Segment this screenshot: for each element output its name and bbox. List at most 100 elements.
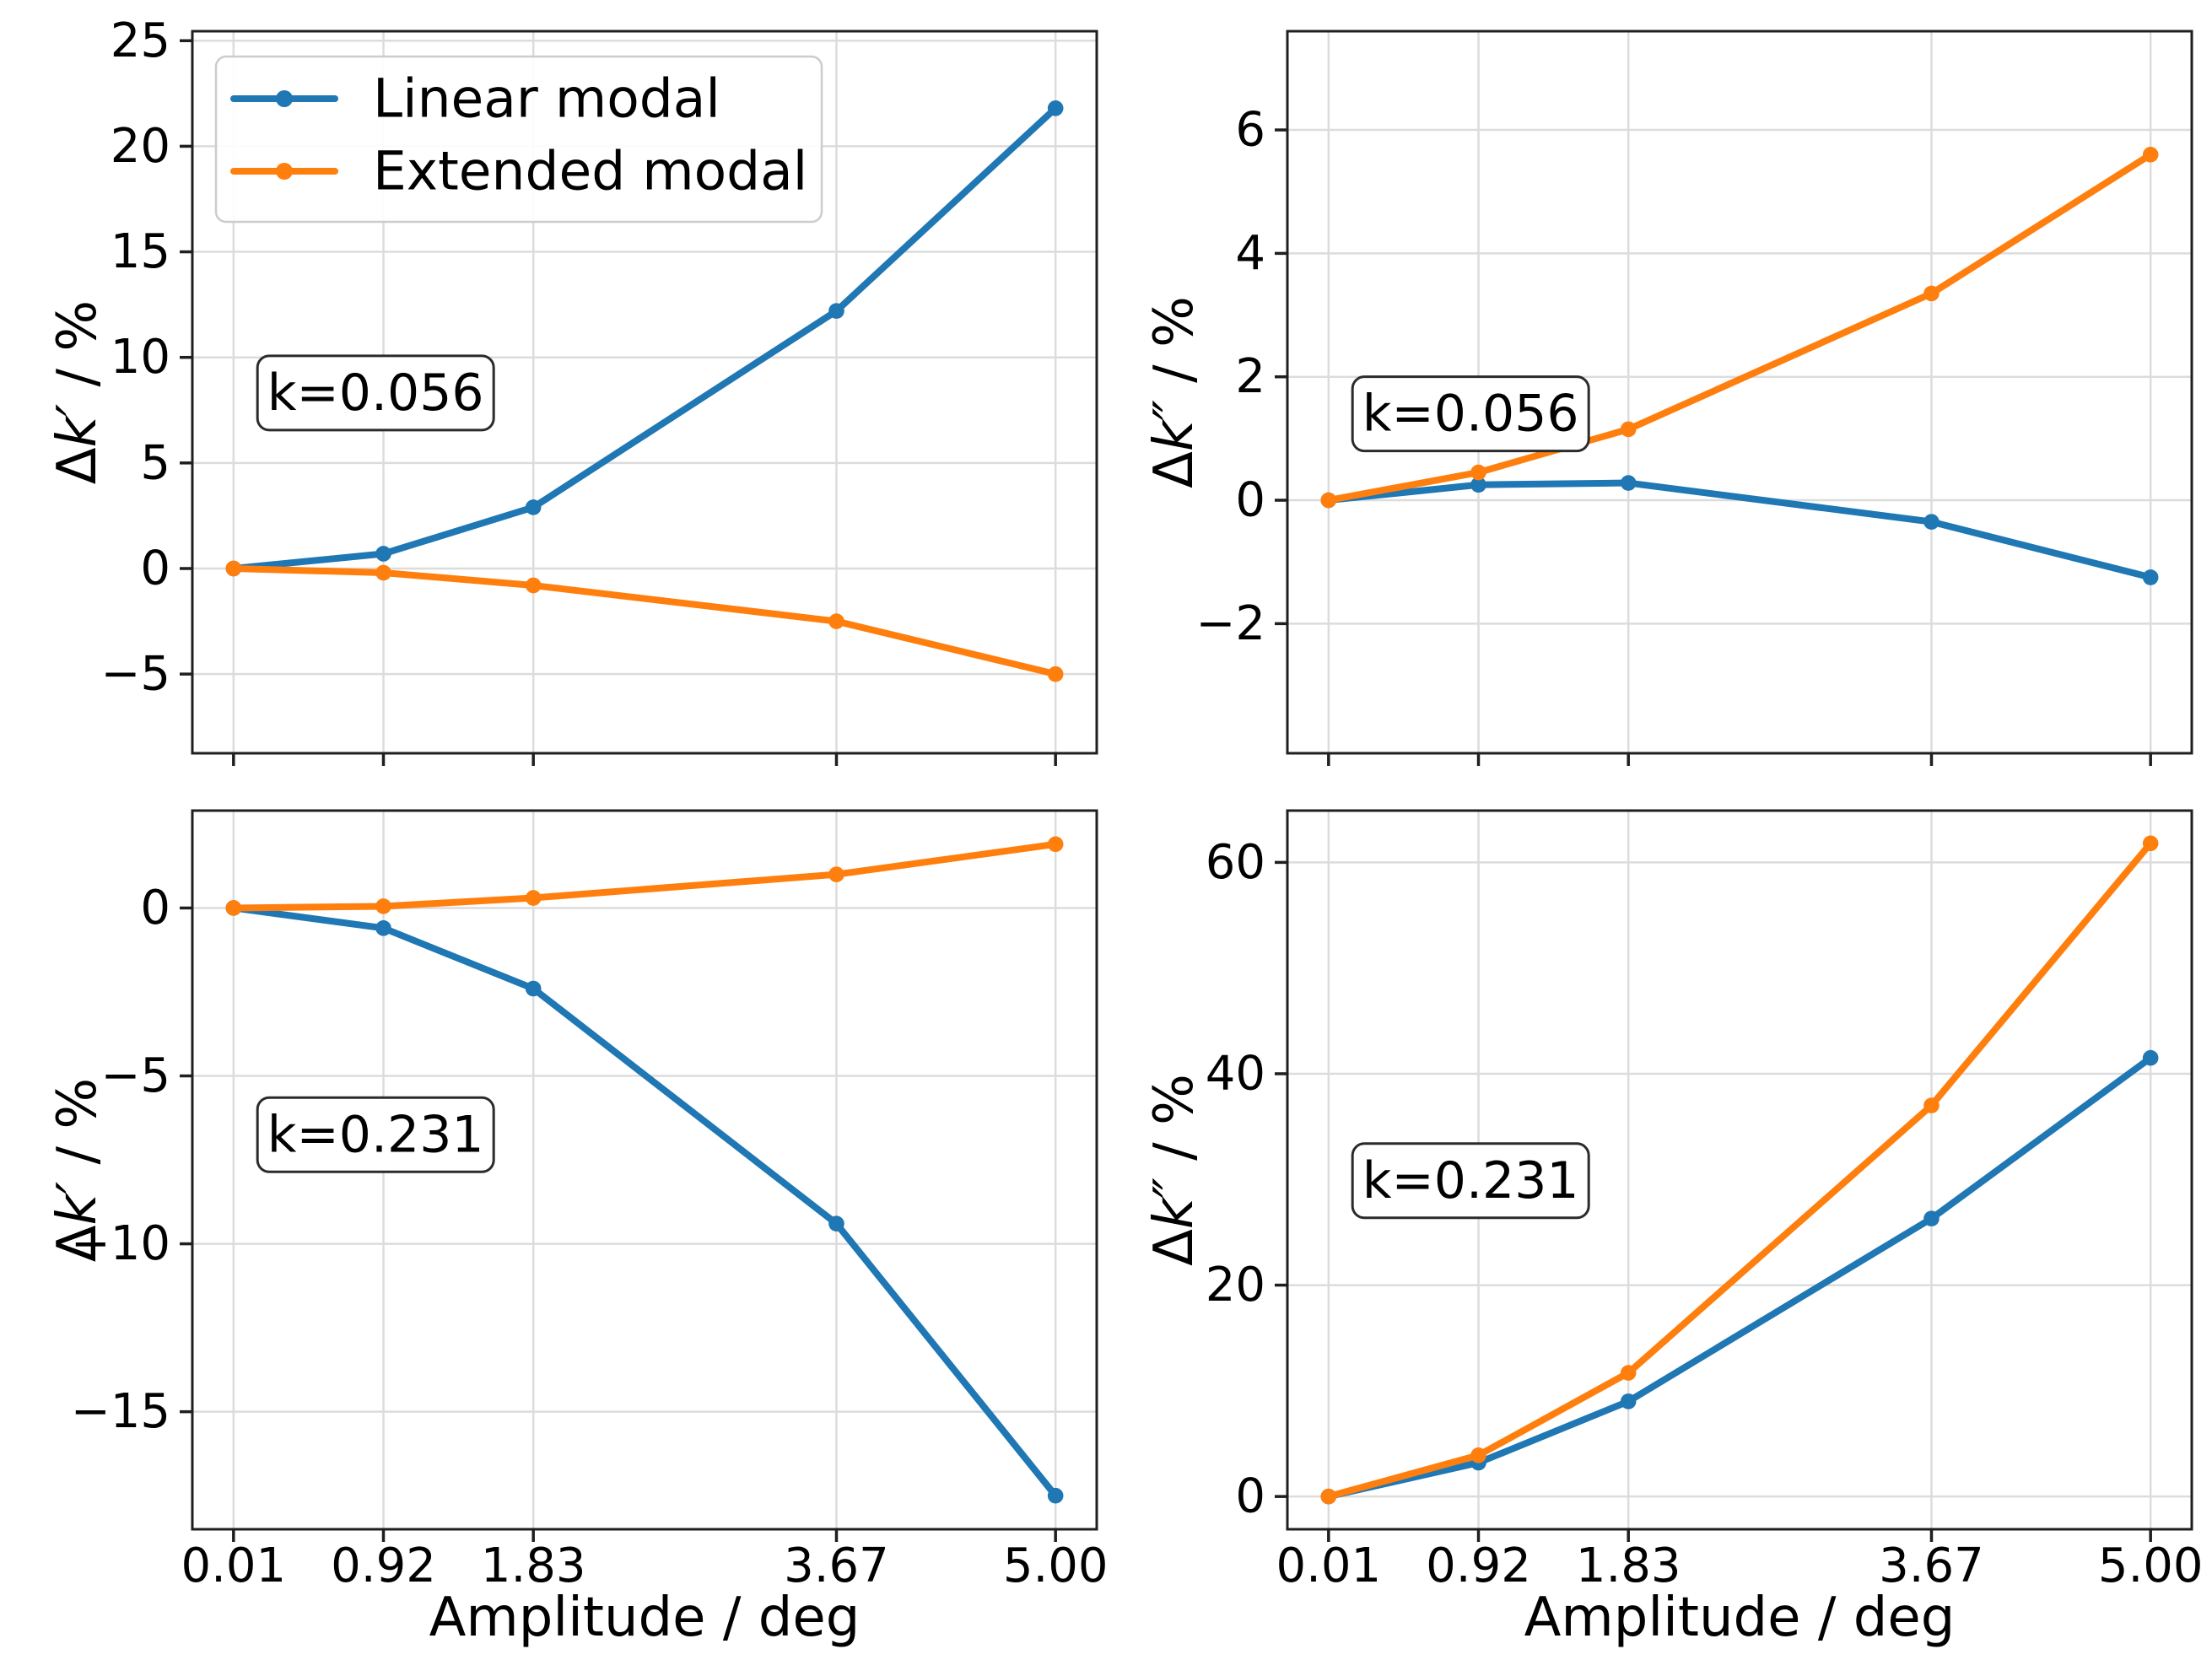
data-point-extended-modal: [2142, 147, 2159, 163]
data-point-extended-modal: [1320, 1488, 1337, 1505]
ticks-bottom-left: [180, 906, 1057, 1542]
y-tick-label: 15: [111, 224, 170, 279]
data-point-linear-modal: [1923, 1210, 1940, 1226]
data-point-extended-modal: [2142, 835, 2159, 852]
panel-bottom-right: 0 20 40 60 0.01 0.92 1.83 3.67 5.00 Amplitude / d…: [1143, 809, 2204, 1649]
data-point-linear-modal: [1047, 100, 1064, 116]
y-tick-label: −2: [1195, 596, 1265, 651]
y-tick-label: 0: [1235, 1469, 1265, 1524]
panel-top-left: −5 0 5 10 15 20 25 Δk′ / % k=0.056 Linear modal Ex…: [46, 13, 1098, 766]
data-point-extended-modal: [225, 560, 242, 577]
x-axis-label: Amplitude / deg: [1524, 1587, 1956, 1649]
annotation-box: [1351, 375, 1590, 453]
y-tick-label: 5: [140, 435, 170, 490]
data-point-linear-modal: [1620, 1393, 1637, 1409]
data-point-extended-modal: [375, 564, 391, 581]
data-point-linear-modal: [2142, 1049, 2159, 1066]
annotation-box: [1351, 1142, 1590, 1220]
data-point-extended-modal: [525, 577, 542, 594]
y-tick-label: 4: [1235, 226, 1265, 281]
data-point-linear-modal: [1620, 475, 1637, 491]
data-point-linear-modal: [1470, 477, 1486, 493]
y-tick-label: 40: [1206, 1046, 1265, 1101]
y-tick-label: 2: [1235, 349, 1265, 404]
annotation-text: k=0.231: [267, 1105, 484, 1164]
y-tick-label: −15: [71, 1384, 170, 1439]
legend-item-extended-modal: Extended modal: [230, 141, 807, 202]
annotation-text: k=0.056: [1362, 385, 1579, 444]
axes-frame: [1286, 809, 2193, 1531]
legend-label: Linear modal: [373, 68, 720, 130]
y-tick-label: 0: [140, 541, 170, 596]
y-tick-label: 20: [111, 119, 170, 174]
x-tick-label: 1.83: [1576, 1539, 1681, 1593]
data-point-linear-modal: [1047, 1487, 1064, 1504]
x-tick-label: 0.92: [1426, 1539, 1531, 1593]
data-point-linear-modal: [525, 499, 542, 515]
data-point-extended-modal: [525, 890, 542, 906]
x-tick-label: 3.67: [1879, 1539, 1984, 1593]
y-tick-label: 25: [111, 13, 170, 68]
grid-bottom-right: [1287, 811, 2192, 1529]
y-tick-label: −5: [100, 647, 170, 702]
x-tick-label: 1.83: [481, 1539, 586, 1593]
x-tick-label: 5.00: [1003, 1539, 1109, 1593]
data-point-linear-modal: [2142, 569, 2159, 585]
ticks-bottom-right: [1275, 860, 2152, 1542]
legend-label: Extended modal: [373, 141, 807, 202]
y-tick-label: 60: [1206, 835, 1265, 890]
data-point-linear-modal: [1923, 514, 1940, 530]
legend-frame: [214, 55, 823, 224]
axes-frame: [191, 30, 1098, 755]
data-point-linear-modal: [525, 980, 542, 997]
data-point-extended-modal: [828, 866, 844, 882]
ticks-top-left: [180, 39, 1057, 766]
x-tick-label: 0.01: [1276, 1539, 1381, 1593]
y-tick-label: 20: [1206, 1258, 1265, 1312]
legend-item-linear-modal: Linear modal: [230, 68, 720, 130]
data-point-linear-modal: [828, 1215, 844, 1232]
y-tick-label: 10: [111, 330, 170, 385]
panel-top-right: −2 0 2 4 6 Δk″ / % k=0.056: [1143, 30, 2193, 766]
data-point-extended-modal: [1923, 1097, 1940, 1113]
annotation-box: [256, 1096, 495, 1173]
panel-bottom-left: −15 −10 −5 0 0.01 0.92 1.83 3.67 5.00 Amplitude /…: [46, 809, 1109, 1649]
y-axis-label: Δk′ / %: [46, 300, 109, 484]
data-point-extended-modal: [1320, 492, 1337, 509]
y-axis-label: Δk″ / %: [1143, 296, 1206, 488]
y-tick-label: 6: [1235, 103, 1265, 158]
x-tick-label: 0.01: [181, 1539, 286, 1593]
x-tick-label: 3.67: [784, 1539, 889, 1593]
x-axis-label: Amplitude / deg: [429, 1587, 861, 1649]
data-point-linear-modal: [375, 546, 391, 562]
y-tick-label: −10: [71, 1216, 170, 1271]
y-axis-label: Δk″ / %: [1143, 1074, 1206, 1266]
annotation-text: k=0.056: [267, 364, 484, 423]
data-point-extended-modal: [828, 613, 844, 629]
axes-frame: [1286, 30, 2193, 755]
legend-marker: [276, 90, 293, 107]
data-point-extended-modal: [1047, 666, 1064, 682]
y-tick-label: 0: [1235, 473, 1265, 528]
ticks-top-right: [1275, 128, 2152, 766]
data-point-extended-modal: [1047, 836, 1064, 853]
data-point-extended-modal: [375, 898, 391, 914]
y-axis-label: Δk′ / %: [46, 1078, 109, 1262]
y-tick-label: −5: [100, 1048, 170, 1103]
data-point-extended-modal: [1470, 464, 1486, 481]
data-point-linear-modal: [375, 920, 391, 936]
axes-frame: [191, 809, 1098, 1531]
annotation-box: [256, 354, 495, 432]
x-tick-label: 5.00: [2098, 1539, 2204, 1593]
y-tick-label: 0: [140, 881, 170, 935]
data-point-extended-modal: [1620, 421, 1637, 438]
data-point-extended-modal: [1620, 1365, 1637, 1381]
annotation-text: k=0.231: [1362, 1151, 1579, 1210]
legend: Linear modal Extended modal: [214, 55, 823, 224]
x-tick-label: 0.92: [331, 1539, 436, 1593]
data-point-extended-modal: [225, 900, 242, 916]
data-point-extended-modal: [1470, 1447, 1486, 1463]
